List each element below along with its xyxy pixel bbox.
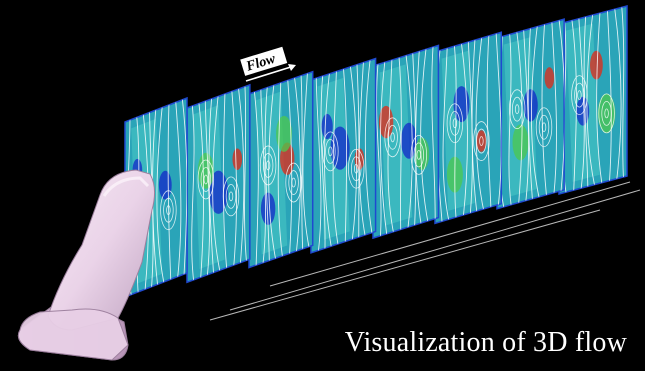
- vortex-region: [512, 124, 529, 161]
- streamline: [415, 47, 422, 227]
- streamline: [364, 58, 373, 237]
- streamline: [596, 9, 603, 187]
- streamline: [475, 34, 485, 213]
- vortex-region: [544, 67, 555, 89]
- streamline: [264, 84, 270, 264]
- streamline: [486, 32, 492, 211]
- streamline: [460, 40, 468, 219]
- vortex-region: [232, 148, 243, 170]
- streamline: [222, 90, 228, 272]
- streamline: [508, 31, 512, 209]
- streamline: [175, 98, 182, 281]
- streamline: [558, 19, 565, 195]
- vortex-region: [476, 130, 487, 152]
- streamline: [380, 58, 388, 238]
- streamline: [420, 45, 429, 225]
- vortex-region: [523, 89, 538, 122]
- vortex-region: [197, 152, 214, 189]
- flow-label: Flow: [244, 51, 278, 74]
- streamline: [530, 23, 541, 201]
- streamline: [320, 72, 326, 252]
- streamline: [287, 77, 293, 257]
- vortex-region: [330, 126, 350, 170]
- flow-slice: [310, 57, 377, 254]
- bluff-body: [17, 169, 156, 361]
- streamline: [342, 65, 348, 245]
- vortex-region: [597, 93, 616, 134]
- streamline: [387, 56, 395, 236]
- flow-label-box: [240, 46, 288, 76]
- streamline: [621, 6, 625, 181]
- streamline: [302, 71, 310, 250]
- streamline: [181, 98, 187, 278]
- streamline: [260, 86, 266, 267]
- vortex-region: [260, 192, 276, 226]
- streamline: [237, 85, 245, 267]
- vortex-region: [321, 113, 333, 140]
- streamline: [208, 95, 215, 276]
- vortex-region: [158, 170, 172, 200]
- streamline: [167, 101, 172, 283]
- streamline: [332, 68, 339, 248]
- streamline: [231, 88, 237, 269]
- streamline: [583, 13, 589, 190]
- streamline: [578, 15, 585, 192]
- streamline: [471, 36, 478, 215]
- streamline: [551, 19, 557, 197]
- streamline: [613, 6, 622, 183]
- vortex-region: [590, 50, 603, 80]
- streamline: [571, 17, 577, 194]
- streamline: [516, 29, 523, 207]
- streamline: [300, 72, 304, 253]
- streamline: [156, 103, 165, 286]
- streamline: [606, 7, 612, 185]
- streamline: [358, 59, 367, 239]
- streamline: [349, 63, 358, 243]
- flow-slice: [248, 70, 314, 269]
- flow-slice: [558, 5, 628, 195]
- streamline: [376, 60, 382, 239]
- flow-direction-label: Flow: [240, 46, 296, 82]
- flow-arrow-icon: [245, 64, 296, 82]
- streamline: [293, 74, 301, 255]
- streamline: [586, 11, 596, 188]
- streamline: [277, 79, 284, 260]
- streamline: [442, 44, 450, 223]
- vortex-region: [276, 115, 293, 152]
- streamline: [315, 74, 322, 253]
- streamline: [244, 84, 248, 264]
- flow-slices: [124, 5, 628, 299]
- streamline: [398, 54, 402, 233]
- streamline: [495, 32, 502, 209]
- streamline: [198, 100, 205, 281]
- streamline: [527, 25, 534, 203]
- streamline: [204, 97, 211, 279]
- floor-lines: [209, 181, 641, 321]
- flow-slice: [372, 44, 440, 240]
- streamline: [253, 88, 259, 268]
- streamline: [431, 45, 436, 223]
- vortex-region: [400, 122, 417, 159]
- streamline: [191, 102, 195, 283]
- caption: Visualization of 3D flow: [344, 327, 627, 358]
- flow-slice: [496, 18, 565, 210]
- streamline: [541, 21, 548, 199]
- flow-slice: [434, 31, 503, 225]
- flow-slice: [186, 83, 251, 284]
